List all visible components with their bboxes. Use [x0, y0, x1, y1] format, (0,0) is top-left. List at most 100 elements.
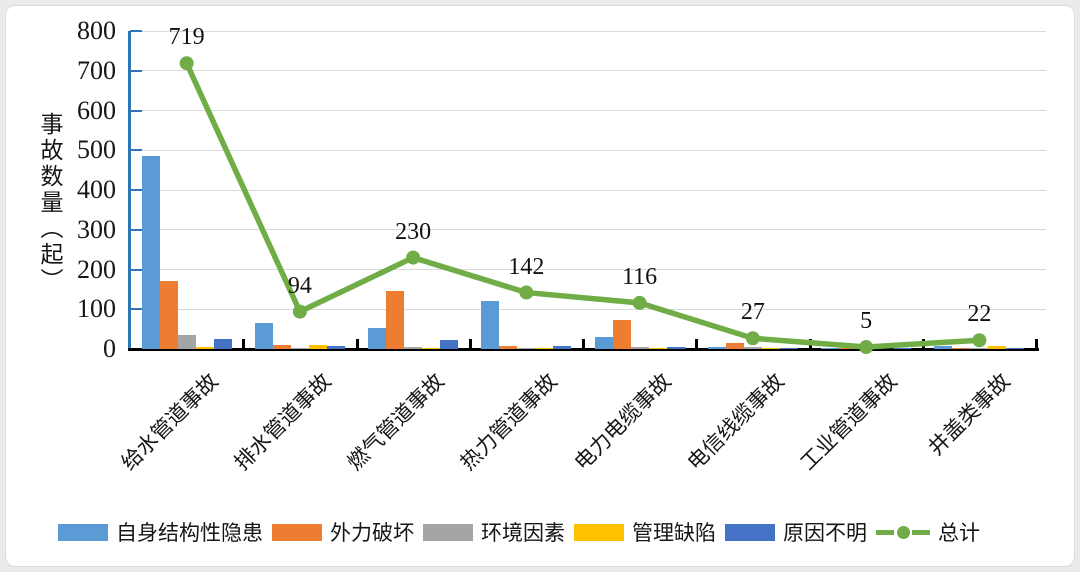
y-tick-label: 100 — [77, 294, 116, 324]
x-category-label: 燃气管道事故 — [342, 368, 449, 475]
y-axis-tick — [130, 268, 142, 271]
legend-swatch — [423, 523, 473, 541]
x-axis-tick — [808, 339, 812, 349]
y-gridline — [130, 70, 1046, 72]
legend-swatch — [725, 523, 775, 541]
bar-原因不明 — [213, 339, 232, 349]
x-axis-tick — [242, 339, 246, 349]
x-axis-tick — [355, 339, 359, 349]
x-axis-tick — [468, 339, 472, 349]
y-axis-tick — [130, 109, 142, 112]
legend-item: 环境因素 — [423, 517, 565, 547]
x-category-label: 热力管道事故 — [456, 368, 563, 475]
bar-环境因素 — [404, 346, 423, 349]
bar-管理缺陷 — [195, 347, 214, 349]
legend-label: 环境因素 — [481, 521, 565, 545]
x-axis-tick — [582, 339, 585, 349]
total-value-label: 5 — [860, 308, 873, 334]
total-value-label: 116 — [622, 263, 658, 290]
total-value-label: 22 — [967, 301, 992, 328]
x-category-label: 工业管道事故 — [795, 368, 902, 475]
bar-环境因素 — [857, 347, 876, 349]
y-axis-tick — [130, 149, 142, 152]
y-axis — [128, 31, 131, 349]
bar-原因不明 — [326, 345, 345, 349]
bar-管理缺陷 — [535, 347, 554, 349]
y-axis-tick — [130, 30, 142, 32]
total-point — [745, 331, 760, 346]
bar-管理缺陷 — [648, 347, 667, 349]
y-tick-label: 800 — [77, 16, 116, 45]
legend: 自身结构性隐患 外力破坏 环境因素 管理缺陷 原因不明 总计 — [58, 515, 1048, 549]
bar-环境因素 — [743, 347, 762, 349]
x-category-label: 电力电缆事故 — [569, 368, 676, 475]
bar-原因不明 — [553, 345, 572, 349]
bar-原因不明 — [1006, 347, 1025, 349]
y-tick-label: 400 — [77, 175, 116, 204]
bar-自身结构性隐患 — [707, 347, 726, 349]
y-axis-title: 事故数量（起） — [37, 112, 62, 294]
x-axis-tick — [921, 339, 925, 349]
bar-管理缺陷 — [761, 347, 780, 349]
bar-自身结构性隐患 — [254, 322, 273, 349]
bar-环境因素 — [970, 347, 989, 349]
x-axis-tick — [695, 339, 699, 349]
bar-环境因素 — [630, 346, 649, 349]
legend-label: 管理缺陷 — [632, 521, 716, 545]
legend-label: 原因不明 — [783, 521, 867, 545]
legend-item: 自身结构性隐患 — [58, 517, 263, 547]
y-axis-tick — [130, 189, 142, 191]
bar-自身结构性隐患 — [821, 347, 840, 349]
x-axis-tick — [1035, 339, 1038, 349]
total-value-label: 230 — [395, 218, 432, 245]
total-point — [972, 333, 987, 348]
y-tick-label: 500 — [77, 135, 116, 165]
y-gridline — [130, 229, 1046, 231]
x-category-label: 电信线缆事故 — [682, 368, 789, 475]
x-category-label: 排水管道事故 — [229, 368, 336, 475]
bar-外力破坏 — [952, 347, 971, 349]
legend-item: 总计 — [876, 517, 980, 547]
y-gridline — [130, 110, 1046, 111]
y-tick-label: 300 — [77, 214, 116, 244]
bar-管理缺陷 — [308, 345, 327, 349]
bar-自身结构性隐患 — [934, 345, 953, 349]
legend-label: 自身结构性隐患 — [116, 521, 263, 545]
bar-环境因素 — [290, 347, 309, 349]
total-value-label: 27 — [740, 299, 765, 326]
bar-自身结构性隐患 — [481, 300, 500, 349]
bar-外力破坏 — [612, 319, 631, 349]
x-category-label: 井盖类事故 — [923, 368, 1016, 461]
bar-原因不明 — [440, 339, 459, 349]
legend-swatch — [574, 523, 624, 541]
y-axis-tick — [130, 228, 142, 231]
bar-环境因素 — [517, 347, 536, 349]
y-tick-label: 600 — [77, 95, 116, 125]
total-value-label: 719 — [168, 24, 205, 51]
bar-外力破坏 — [725, 343, 744, 349]
bar-管理缺陷 — [422, 347, 441, 349]
y-axis-tick — [130, 69, 142, 72]
total-value-label: 142 — [508, 253, 545, 280]
bar-自身结构性隐患 — [141, 156, 160, 349]
legend-item: 原因不明 — [725, 517, 867, 547]
y-tick-label: 0 — [103, 334, 116, 363]
legend-label: 总计 — [938, 521, 980, 545]
legend-label: 外力破坏 — [330, 521, 414, 545]
bar-外力破坏 — [839, 347, 858, 349]
x-category-label: 给水管道事故 — [116, 368, 223, 475]
y-gridline — [130, 189, 1046, 191]
bar-外力破坏 — [386, 291, 405, 349]
bar-原因不明 — [779, 347, 798, 349]
bar-环境因素 — [177, 335, 196, 349]
total-value-label: 94 — [287, 272, 312, 299]
bar-外力破坏 — [499, 346, 518, 349]
total-point — [406, 250, 421, 265]
bar-自身结构性隐患 — [368, 327, 387, 349]
total-point — [179, 56, 194, 71]
bar-外力破坏 — [272, 345, 291, 349]
total-point — [292, 304, 307, 319]
y-gridline — [130, 149, 1046, 151]
legend-item: 外力破坏 — [272, 517, 414, 547]
